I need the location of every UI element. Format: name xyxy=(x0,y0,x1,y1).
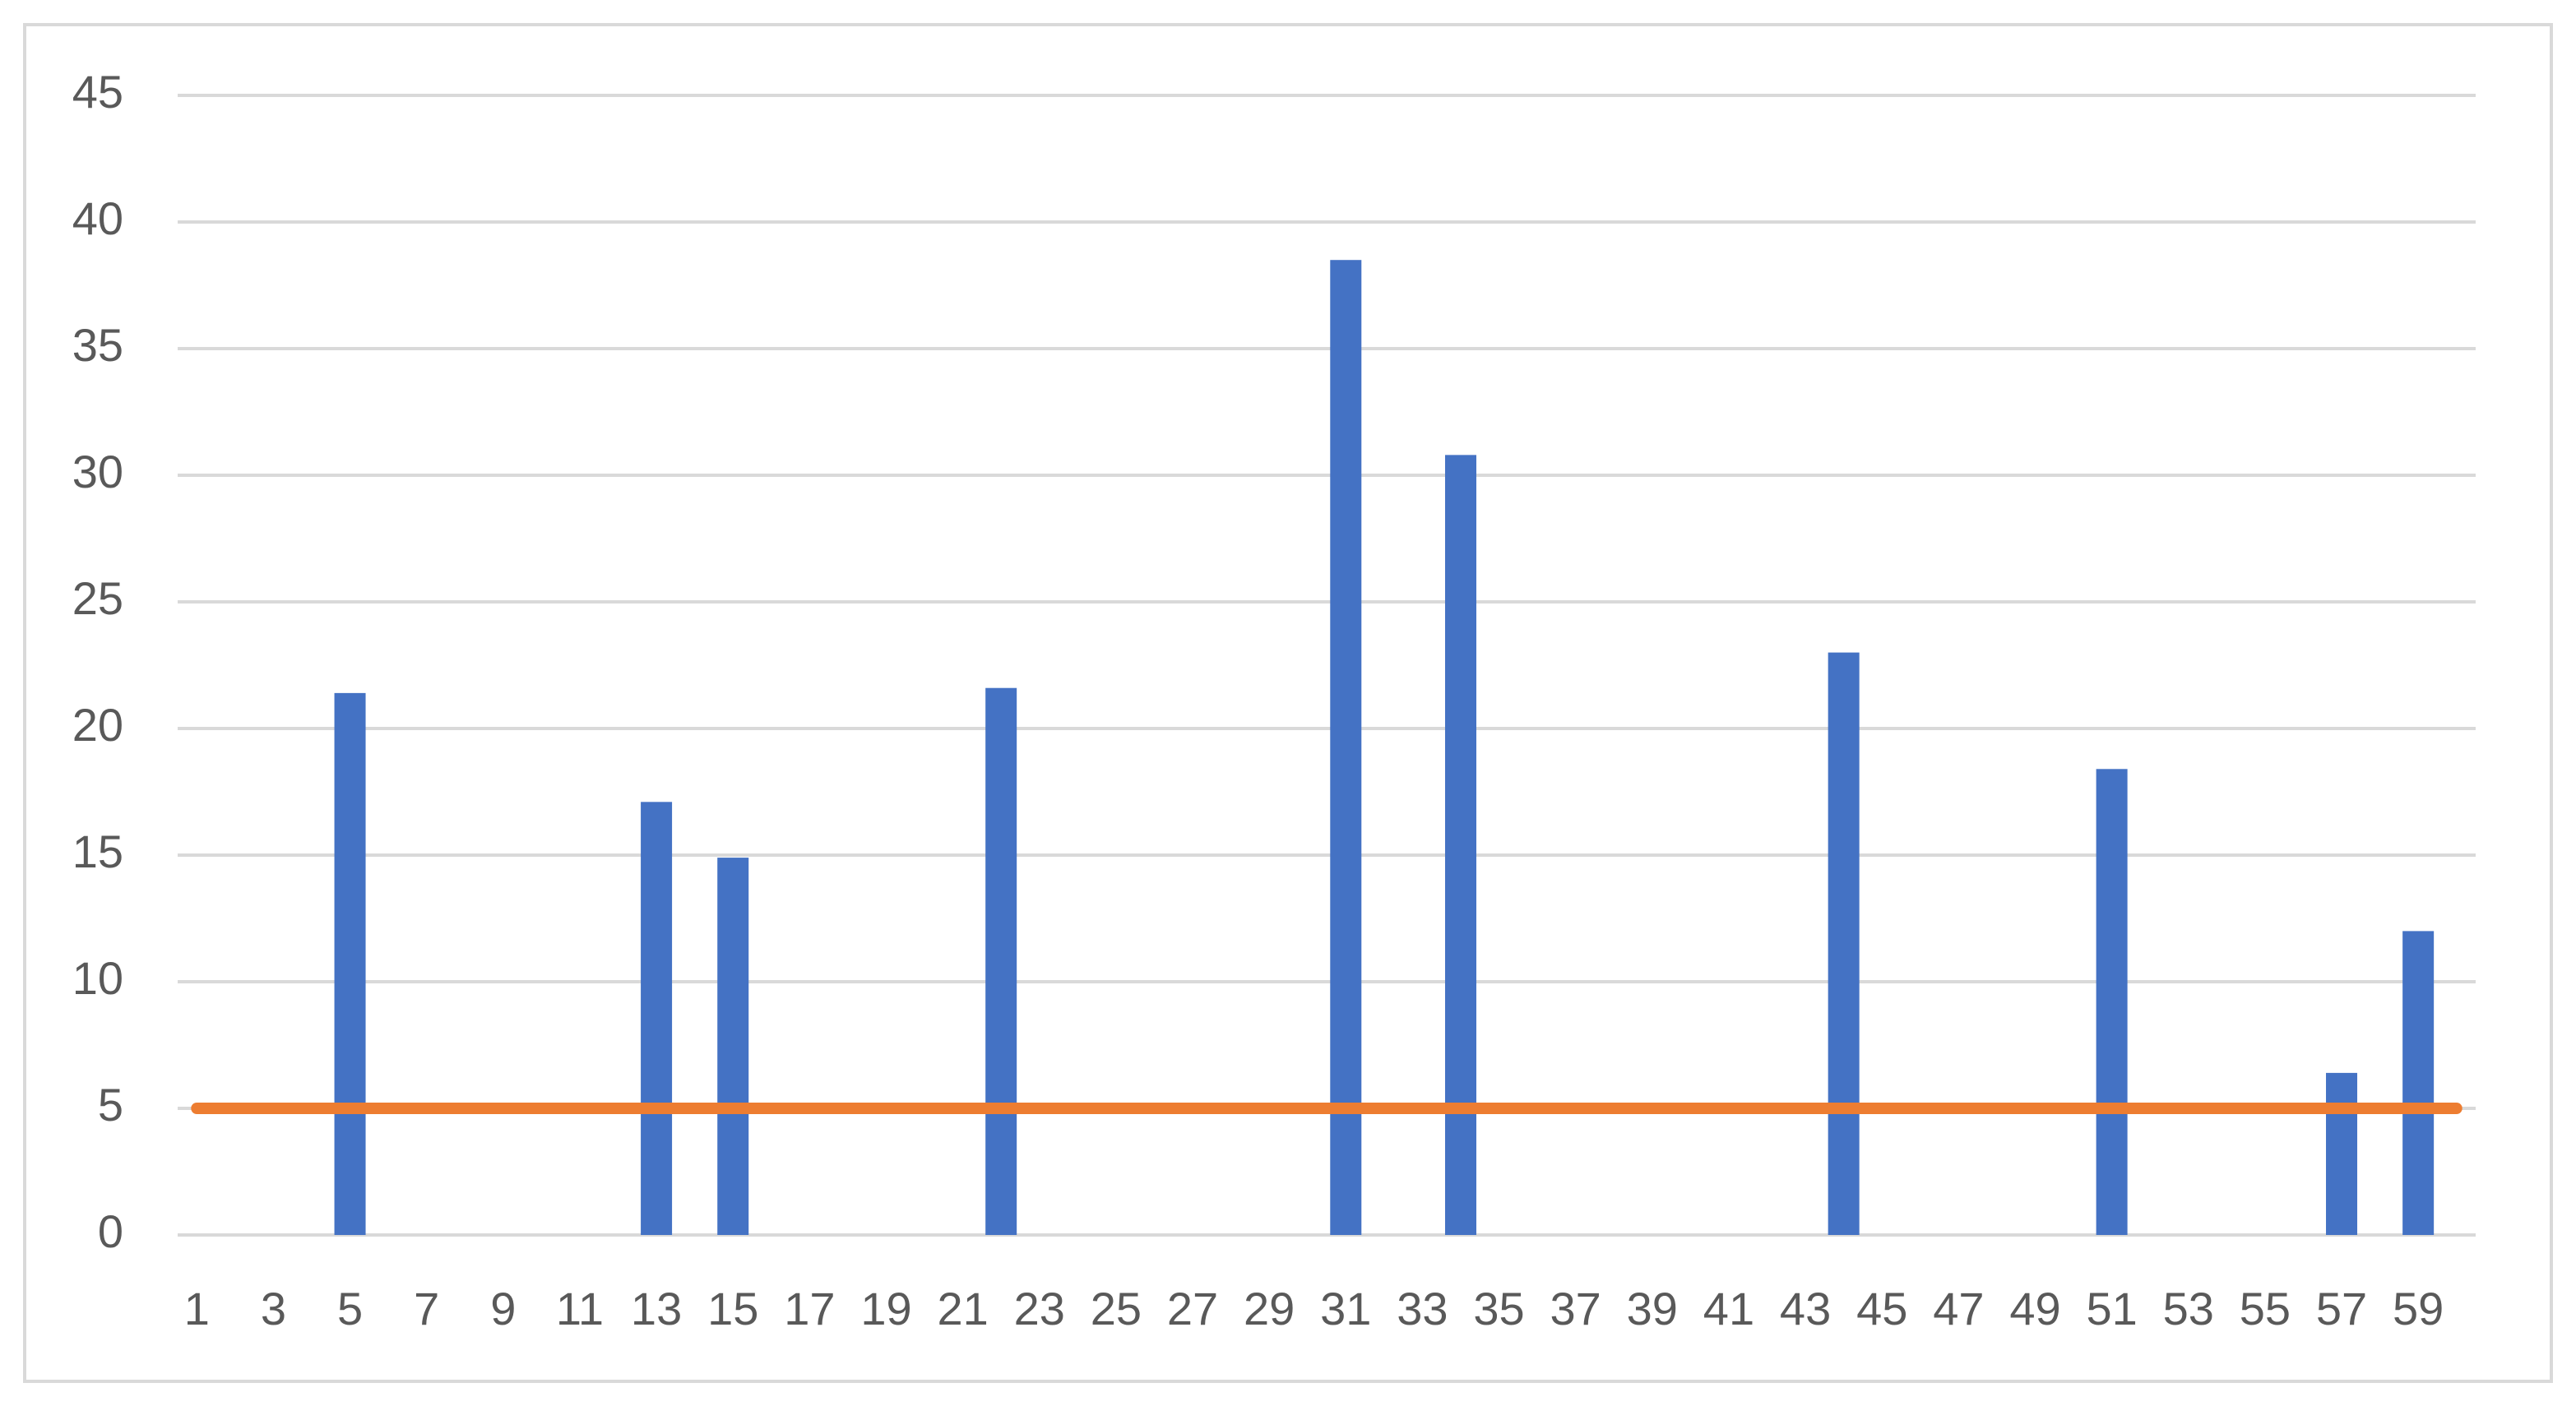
y-tick-label: 25 xyxy=(72,572,123,624)
chart-frame xyxy=(23,23,2553,1383)
x-tick-label: 27 xyxy=(1167,1283,1218,1334)
bar xyxy=(2402,931,2435,1235)
x-tick-label: 51 xyxy=(2086,1283,2137,1334)
x-tick-label: 3 xyxy=(261,1283,286,1334)
x-tick-label: 43 xyxy=(1780,1283,1831,1334)
y-tick-label: 10 xyxy=(72,952,123,1004)
x-tick-label: 5 xyxy=(337,1283,363,1334)
bar xyxy=(1444,455,1476,1235)
y-tick-label: 45 xyxy=(72,66,123,118)
y-tick-label: 30 xyxy=(72,446,123,497)
x-tick-label: 33 xyxy=(1397,1283,1448,1334)
x-tick-label: 53 xyxy=(2163,1283,2214,1334)
y-tick-label: 5 xyxy=(98,1079,123,1131)
x-tick-label: 19 xyxy=(860,1283,911,1334)
bar xyxy=(717,858,749,1235)
y-tick-label: 35 xyxy=(72,319,123,371)
y-tick-label: 20 xyxy=(72,699,123,751)
x-tick-label: 57 xyxy=(2316,1283,2367,1334)
bar xyxy=(641,802,673,1235)
x-tick-label: 35 xyxy=(1473,1283,1524,1334)
bar xyxy=(1828,652,1860,1235)
y-tick-label: 40 xyxy=(72,192,123,244)
x-tick-label: 23 xyxy=(1014,1283,1065,1334)
bar xyxy=(1330,260,1362,1236)
x-tick-label: 37 xyxy=(1550,1283,1601,1334)
x-tick-label: 55 xyxy=(2240,1283,2291,1334)
x-tick-label: 21 xyxy=(937,1283,988,1334)
x-tick-label: 59 xyxy=(2393,1283,2444,1334)
x-tick-label: 39 xyxy=(1627,1283,1678,1334)
bar xyxy=(2326,1072,2358,1235)
x-tick-label: 13 xyxy=(631,1283,682,1334)
bar xyxy=(334,692,366,1235)
y-tick-label: 0 xyxy=(98,1205,123,1257)
bar xyxy=(985,687,1017,1235)
bar xyxy=(2096,769,2128,1235)
x-tick-label: 45 xyxy=(1856,1283,1907,1334)
x-tick-label: 49 xyxy=(2009,1283,2060,1334)
x-tick-label: 29 xyxy=(1244,1283,1295,1334)
x-tick-label: 47 xyxy=(1933,1283,1984,1334)
x-tick-label: 15 xyxy=(707,1283,758,1334)
x-tick-label: 17 xyxy=(784,1283,835,1334)
x-tick-label: 9 xyxy=(490,1283,516,1334)
x-tick-label: 11 xyxy=(556,1283,604,1334)
x-tick-label: 7 xyxy=(414,1283,439,1334)
y-tick-label: 15 xyxy=(72,826,123,877)
x-tick-label: 41 xyxy=(1703,1283,1754,1334)
x-tick-label: 25 xyxy=(1091,1283,1142,1334)
x-tick-label: 1 xyxy=(184,1283,210,1334)
x-tick-label: 31 xyxy=(1320,1283,1371,1334)
